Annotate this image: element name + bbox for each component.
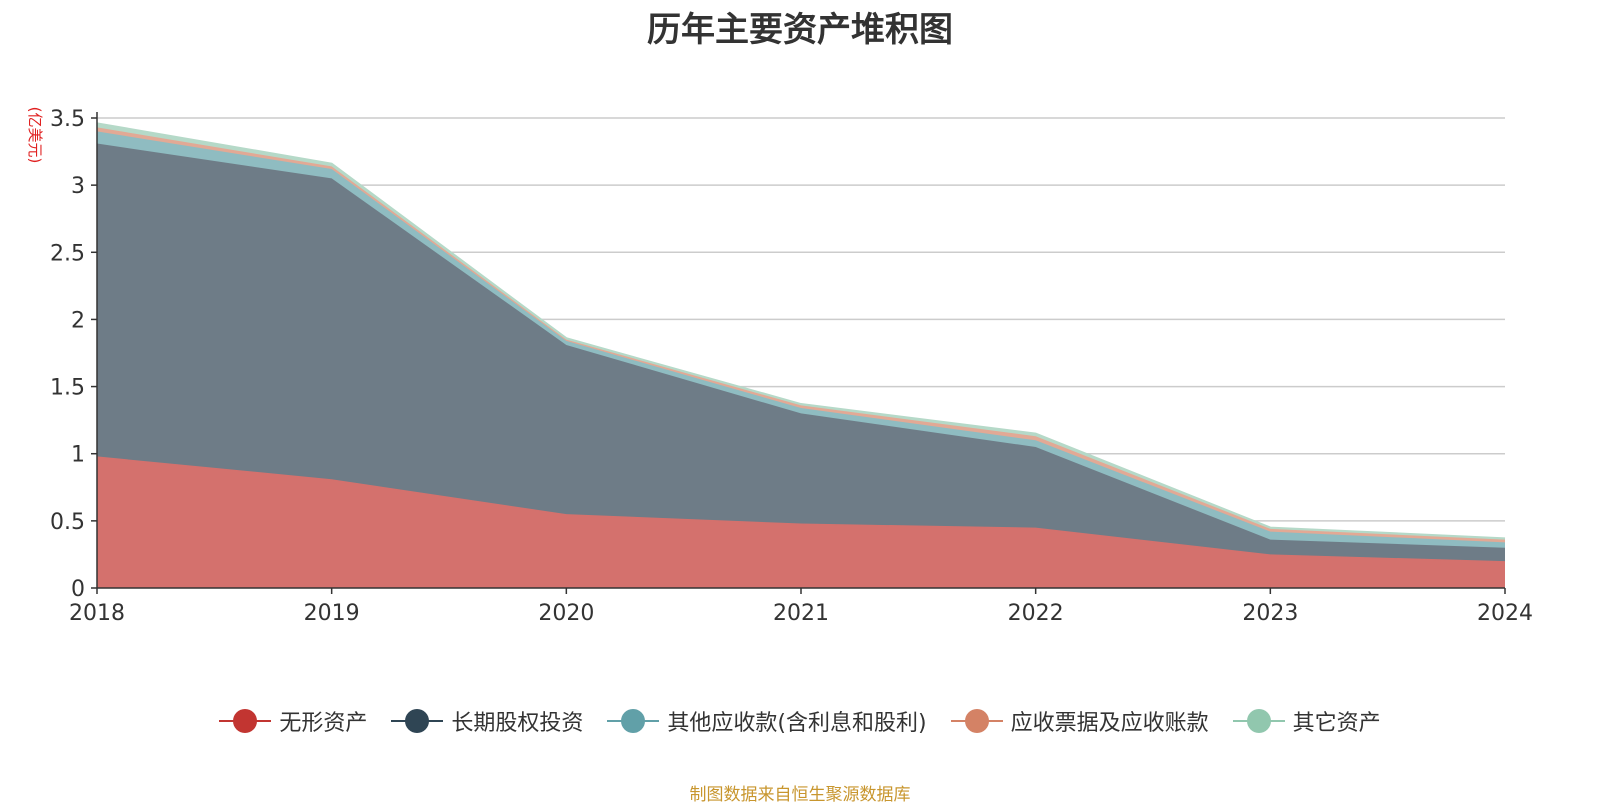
y-tick-label-5: 2.5 [50, 241, 85, 266]
legend-item-3[interactable]: 应收票据及应收账款 [950, 705, 1209, 737]
y-tick-label-0: 0 [71, 577, 85, 602]
line-series-0 [96, 455, 1506, 563]
source-note: 制图数据来自恒生聚源数据库 [689, 785, 911, 805]
x-tick-label-3: 2021 [773, 601, 829, 626]
y-tick-label-1: 0.5 [50, 510, 85, 535]
legend-marker-icon [1232, 708, 1285, 734]
legend-marker-icon [219, 708, 272, 734]
x-tick-label-4: 2022 [1008, 601, 1064, 626]
legend-label: 无形资产 [279, 711, 368, 736]
legend-item-1[interactable]: 长期股权投资 [391, 705, 583, 737]
y-tick-label-6: 3 [71, 174, 85, 199]
line-series-4 [96, 122, 1506, 540]
area-series-0 [97, 456, 1505, 588]
line-series-1 [96, 142, 1506, 549]
legend-marker-icon [950, 708, 1003, 734]
x-tick-label-1: 2019 [304, 601, 360, 626]
x-tick-label-5: 2023 [1242, 601, 1298, 626]
legend-item-0[interactable]: 无形资产 [219, 705, 367, 737]
y-tick-label-3: 1.5 [50, 376, 85, 401]
x-tick-label-0: 2018 [69, 601, 125, 626]
legend-item-4[interactable]: 其它资产 [1232, 705, 1381, 737]
y-unit-label: (亿美元) [26, 107, 44, 164]
chart-title: 历年主要资产堆积图 [647, 10, 953, 50]
y-tick-label-2: 1 [71, 443, 85, 468]
x-tick-label-2: 2020 [538, 601, 594, 626]
legend-marker-icon [607, 708, 660, 734]
legend-label: 应收票据及应收账款 [1010, 711, 1209, 736]
legend-label: 长期股权投资 [451, 711, 584, 736]
y-tick-label-7: 3.5 [50, 107, 85, 132]
x-tick-label-6: 2024 [1477, 601, 1533, 626]
legend-label: 其他应收款(含利息和股利) [667, 711, 927, 736]
y-tick-label-4: 2 [71, 308, 85, 333]
legend-item-2[interactable]: 其他应收款(含利息和股利) [607, 705, 927, 737]
legend-label: 其它资产 [1292, 711, 1381, 736]
legend: 无形资产 长期股权投资 其他应收款(含利息和股利) 应收票据及应收账款 其它资产 [0, 705, 1600, 737]
area-series-1 [97, 143, 1505, 562]
legend-marker-icon [391, 708, 444, 734]
